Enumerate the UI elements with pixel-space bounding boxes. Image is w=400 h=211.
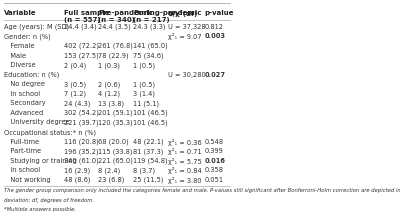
- Text: 196 (35.2): 196 (35.2): [64, 148, 98, 155]
- Text: 221 (65.0): 221 (65.0): [98, 158, 133, 164]
- Text: χ²₁ = 3.80: χ²₁ = 3.80: [168, 177, 201, 184]
- Text: 23 (6.8): 23 (6.8): [98, 177, 125, 183]
- Text: University degree: University degree: [4, 119, 69, 126]
- Text: 201 (59.1): 201 (59.1): [98, 110, 133, 116]
- Text: χ²₁ = 9.07: χ²₁ = 9.07: [168, 33, 201, 40]
- Text: 24.3 (3.3): 24.3 (3.3): [133, 24, 166, 30]
- Text: U = 37,328: U = 37,328: [168, 24, 205, 30]
- Text: 68 (20.0): 68 (20.0): [98, 139, 129, 145]
- Text: In school: In school: [4, 91, 40, 97]
- Text: Advanced: Advanced: [4, 110, 43, 116]
- Text: Diverse: Diverse: [4, 62, 35, 68]
- Text: 8 (3.7): 8 (3.7): [133, 167, 155, 174]
- Text: 119 (54.8): 119 (54.8): [133, 158, 168, 164]
- Text: 1 (0.5): 1 (0.5): [133, 81, 155, 88]
- Text: Gender: n (%): Gender: n (%): [4, 33, 50, 40]
- Text: Full sample
(n = 557): Full sample (n = 557): [64, 10, 109, 23]
- Text: 0.016: 0.016: [204, 158, 226, 164]
- Text: 78 (22.9): 78 (22.9): [98, 53, 129, 59]
- Text: 24.4 (3.5): 24.4 (3.5): [98, 24, 131, 30]
- Text: 0.548: 0.548: [204, 139, 224, 145]
- Text: U = 30,280: U = 30,280: [168, 72, 205, 78]
- Text: The gender group comparison only included the categories female and male. P-valu: The gender group comparison only include…: [4, 188, 400, 193]
- Text: 8 (2.4): 8 (2.4): [98, 167, 120, 174]
- Text: 115 (33.8): 115 (33.8): [98, 148, 133, 155]
- Text: 24.4 (3.4): 24.4 (3.4): [64, 24, 96, 30]
- Text: 48 (22.1): 48 (22.1): [133, 139, 164, 145]
- Text: 0.812: 0.812: [204, 24, 224, 30]
- Text: 11 (5.1): 11 (5.1): [133, 100, 159, 107]
- Text: 3 (0.5): 3 (0.5): [64, 81, 86, 88]
- Text: 75 (34.6): 75 (34.6): [133, 53, 164, 59]
- Text: χ²₁ = 0.36: χ²₁ = 0.36: [168, 139, 201, 146]
- Text: 153 (27.5): 153 (27.5): [64, 53, 98, 59]
- Text: 0.399: 0.399: [204, 148, 223, 154]
- Text: Female: Female: [4, 43, 34, 49]
- Text: 0.027: 0.027: [204, 72, 226, 78]
- Text: Secondary: Secondary: [4, 100, 45, 106]
- Text: 0.051: 0.051: [204, 177, 224, 183]
- Text: During-pandemic
(n = 217): During-pandemic (n = 217): [133, 10, 201, 23]
- Text: 81 (37.3): 81 (37.3): [133, 148, 163, 155]
- Text: 141 (65.0): 141 (65.0): [133, 43, 168, 49]
- Text: deviation; df, degrees of freedom.: deviation; df, degrees of freedom.: [4, 198, 94, 203]
- Text: 1 (0.5): 1 (0.5): [133, 62, 155, 69]
- Text: 2 (0.6): 2 (0.6): [98, 81, 120, 88]
- Text: 340 (61.0): 340 (61.0): [64, 158, 98, 164]
- Text: 116 (20.8): 116 (20.8): [64, 139, 98, 145]
- Text: 101 (46.5): 101 (46.5): [133, 119, 168, 126]
- Text: χ²₁ = 0.71: χ²₁ = 0.71: [168, 148, 201, 155]
- Text: 101 (46.5): 101 (46.5): [133, 110, 168, 116]
- Text: 302 (54.2): 302 (54.2): [64, 110, 98, 116]
- Text: 2 (0.4): 2 (0.4): [64, 62, 86, 69]
- Text: In school: In school: [4, 167, 40, 173]
- Text: 221 (39.7): 221 (39.7): [64, 119, 98, 126]
- Text: No degree: No degree: [4, 81, 45, 87]
- Text: 261 (76.8): 261 (76.8): [98, 43, 133, 49]
- Text: Age (years): M (SD): Age (years): M (SD): [4, 24, 69, 30]
- Text: Male: Male: [4, 53, 26, 58]
- Text: Studying or training: Studying or training: [4, 158, 76, 164]
- Text: 7 (1.2): 7 (1.2): [64, 91, 86, 97]
- Text: *Multiple answers possible.: *Multiple answers possible.: [4, 207, 76, 211]
- Text: Variable: Variable: [4, 10, 36, 16]
- Text: χ²₁ = 0.84: χ²₁ = 0.84: [168, 167, 201, 174]
- Text: Part-time: Part-time: [4, 148, 41, 154]
- Text: 16 (2.9): 16 (2.9): [64, 167, 90, 174]
- Text: Pre-pandemic
(n = 340): Pre-pandemic (n = 340): [98, 10, 153, 23]
- Text: p-value: p-value: [204, 10, 234, 16]
- Text: 25 (11.5): 25 (11.5): [133, 177, 164, 183]
- Text: 13 (3.8): 13 (3.8): [98, 100, 124, 107]
- Text: 24 (4.3): 24 (4.3): [64, 100, 90, 107]
- Text: 1 (0.3): 1 (0.3): [98, 62, 120, 69]
- Text: Education: n (%): Education: n (%): [4, 72, 59, 78]
- Text: 0.358: 0.358: [204, 167, 224, 173]
- Text: χ²₁ = 5.75: χ²₁ = 5.75: [168, 158, 201, 165]
- Text: 0.003: 0.003: [204, 33, 226, 39]
- Text: U/χ²(df): U/χ²(df): [168, 10, 198, 17]
- Text: Occupational status:* n (%): Occupational status:* n (%): [4, 129, 96, 135]
- Text: Not working: Not working: [4, 177, 50, 183]
- Text: 4 (1.2): 4 (1.2): [98, 91, 120, 97]
- Text: 48 (8.6): 48 (8.6): [64, 177, 90, 183]
- Text: Full-time: Full-time: [4, 139, 39, 145]
- Text: 120 (35.3): 120 (35.3): [98, 119, 133, 126]
- Text: 3 (1.4): 3 (1.4): [133, 91, 155, 97]
- Text: 402 (72.2): 402 (72.2): [64, 43, 99, 49]
